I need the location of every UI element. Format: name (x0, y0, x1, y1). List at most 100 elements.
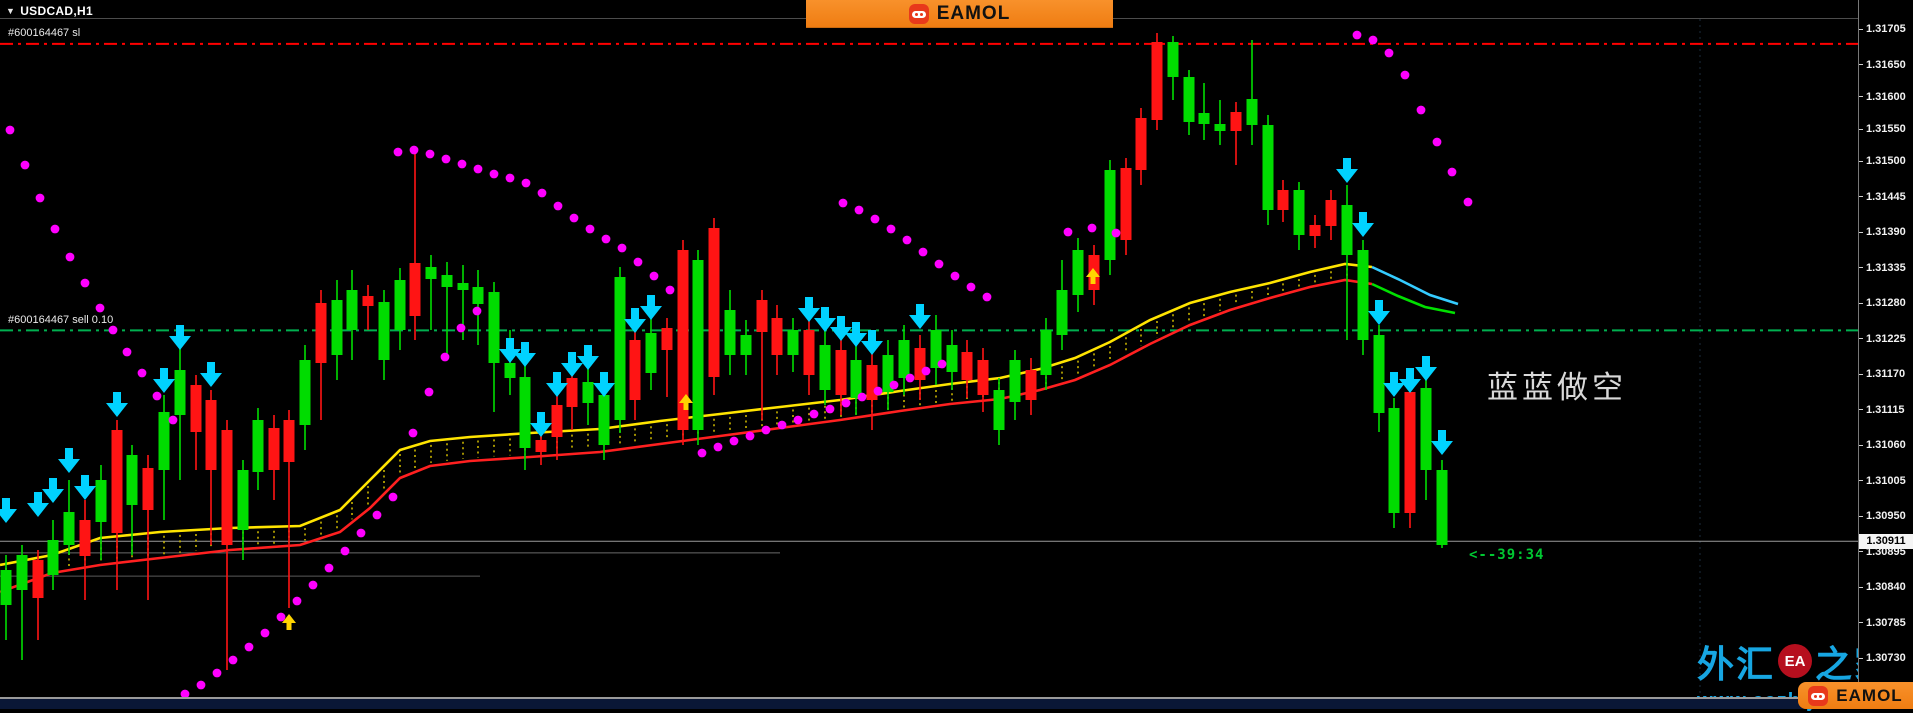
sell-signal-arrow-icon (1383, 372, 1405, 397)
sar-dot (393, 147, 403, 157)
axis-price-label: 1.31550 (1866, 123, 1906, 136)
sar-dot (729, 436, 739, 446)
sell-signal-arrow-icon (27, 492, 49, 517)
sar-dot (633, 257, 643, 267)
candle-body (205, 400, 217, 470)
sar-dot (569, 213, 579, 223)
candle-body (930, 330, 942, 368)
candle-body (740, 335, 752, 355)
sell-signal-arrow-icon (1352, 212, 1374, 237)
axis-price-label: 1.31445 (1866, 190, 1906, 203)
sar-dot (409, 145, 419, 155)
candle-body (394, 280, 406, 330)
sell-signal-arrow-icon (530, 412, 552, 437)
axis-tick-mark (1859, 231, 1863, 233)
ma-lower-ext-line (1371, 282, 1456, 315)
sar-dot (665, 285, 675, 295)
sell-signal-arrow-icon (74, 475, 96, 500)
axis-price-label: 1.31005 (1866, 474, 1906, 487)
sar-dot (1368, 35, 1378, 45)
sar-dot (1400, 70, 1410, 80)
axis-tick-mark (1859, 28, 1863, 30)
candle-body (268, 428, 280, 470)
sar-dot (1447, 167, 1457, 177)
axis-price-label: 1.31335 (1866, 261, 1906, 274)
sar-dot (537, 188, 547, 198)
candle-body (174, 370, 186, 415)
sell-signal-arrow-icon (593, 372, 615, 397)
buy-signal-arrow-icon (282, 614, 296, 630)
sar-dot (873, 386, 883, 396)
sar-dot (424, 387, 434, 397)
sar-dot (472, 306, 482, 316)
candle-body (1214, 124, 1226, 131)
axis-price-label: 1.31280 (1866, 297, 1906, 310)
axis-price-label: 1.31500 (1866, 155, 1906, 168)
candle-body (582, 382, 594, 403)
axis-tick-mark (1859, 128, 1863, 130)
axis-tick-mark (1859, 480, 1863, 482)
candle-body (1135, 118, 1147, 170)
candle-body (457, 283, 469, 290)
sar-dot (244, 642, 254, 652)
candle-body (819, 345, 831, 390)
sar-dot (168, 415, 178, 425)
candle-body (378, 302, 390, 360)
sar-dot (886, 224, 896, 234)
candle-body (1341, 205, 1353, 255)
sar-dot (553, 201, 563, 211)
sell-signal-arrow-icon (861, 330, 883, 355)
robot-logo-icon (908, 3, 929, 24)
candle-body (331, 300, 343, 355)
candle-body (1357, 250, 1369, 340)
sar-dot (276, 612, 286, 622)
candle-body (1246, 99, 1258, 125)
candle-body (1373, 335, 1385, 413)
sar-dot (260, 628, 270, 638)
axis-price-label: 1.31650 (1866, 58, 1906, 71)
price-axis[interactable]: 1.30911 1.31705 1.31650 1.31600 1.31550 1.31… (1858, 0, 1913, 697)
candle-body (724, 310, 736, 355)
sar-dot (1416, 105, 1426, 115)
candle-body (1198, 113, 1210, 124)
axis-tick-mark (1859, 515, 1863, 517)
candle-body (126, 455, 138, 505)
sell-signal-arrow-icon (845, 322, 867, 347)
candle-body (850, 360, 862, 398)
candle-body (882, 355, 894, 392)
sell-signal-arrow-icon (814, 307, 836, 332)
sar-dot (1063, 227, 1073, 237)
sar-dot (80, 278, 90, 288)
sar-dot (921, 366, 931, 376)
candlestick-chart-canvas[interactable] (0, 0, 1858, 697)
sar-dot (196, 680, 206, 690)
axis-tick-mark (1859, 267, 1863, 269)
axis-tick-mark (1859, 302, 1863, 304)
candle-body (1293, 190, 1305, 235)
axis-tick-mark (1859, 551, 1863, 553)
sar-dot (601, 234, 611, 244)
sell-signal-arrow-icon (200, 362, 222, 387)
sar-dot (489, 169, 499, 179)
candle-body (1040, 330, 1052, 375)
brand-name: EAMOL (1836, 685, 1903, 705)
candle-body (1183, 77, 1195, 122)
axis-tick-mark (1859, 338, 1863, 340)
sar-dot (649, 271, 659, 281)
sar-dot (950, 271, 960, 281)
sell-signal-arrow-icon (58, 448, 80, 473)
sar-dot (456, 323, 466, 333)
sell-signal-arrow-icon (909, 304, 931, 329)
axis-tick-mark (1859, 444, 1863, 446)
axis-price-label: 1.31060 (1866, 439, 1906, 452)
candle-body (1325, 200, 1337, 226)
candle-body (551, 405, 563, 437)
candle-body (1120, 168, 1132, 240)
candle-body (993, 390, 1005, 430)
sar-dot (934, 259, 944, 269)
candle-body (645, 333, 657, 373)
candle-body (346, 290, 358, 330)
candle-body (221, 430, 233, 545)
short-signal-note: 蓝蓝做空 (1487, 370, 1627, 406)
